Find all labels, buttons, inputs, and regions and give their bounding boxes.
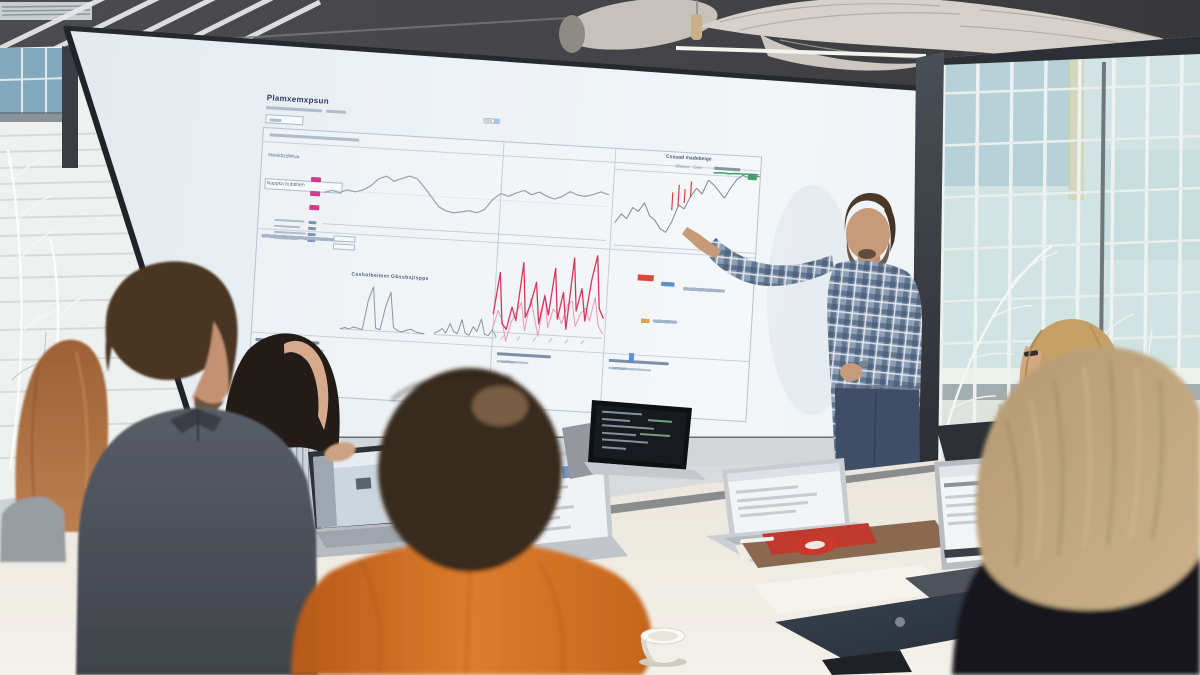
spike-chart-b [433,318,497,339]
insulated-ducts [559,0,1168,71]
coffee-cup [639,627,687,667]
laptop-base [584,462,706,480]
green-series [713,172,759,176]
left-window-frame [62,46,78,168]
bald-spot [472,386,528,426]
trend-line-chart [322,175,610,241]
red-volatility-chart [491,255,604,345]
presenter-pointing-hand [682,227,721,258]
quarter-zip-sweater [76,408,318,675]
laptop-terminal [562,400,706,480]
presenter-face [846,208,890,260]
attendee-redhead [0,339,109,562]
attendee-orange-shirt [291,368,653,675]
white-pen [740,536,774,544]
dashboard-panel: Cssuad madebeige Xfsmvr · Gxs Nwxkbzdnku… [247,126,763,423]
hand-on-laptop [324,442,356,462]
eyeglasses [1024,350,1039,357]
short-blonde-hair [975,346,1200,610]
gray-sleeve [0,496,66,562]
white-paper-sheet [752,565,948,614]
attendee-short-blonde [952,346,1200,675]
presenter [682,185,923,473]
dashboard: Plamxemxpsun Cssuad madebeige Xfsmvr · G… [247,93,766,428]
pendant-light [675,0,927,58]
notebook-stack [735,520,952,568]
dark-hair-back [378,368,562,572]
presenter-pointing-arm [703,238,834,286]
red-hair [15,339,109,532]
wrist-watch [858,360,869,368]
smartphone [822,650,912,675]
attendee-gray-sweater [76,261,318,675]
presenter-jeans [835,388,920,472]
spike-chart-a [339,286,425,335]
laptop-screen [727,463,845,534]
